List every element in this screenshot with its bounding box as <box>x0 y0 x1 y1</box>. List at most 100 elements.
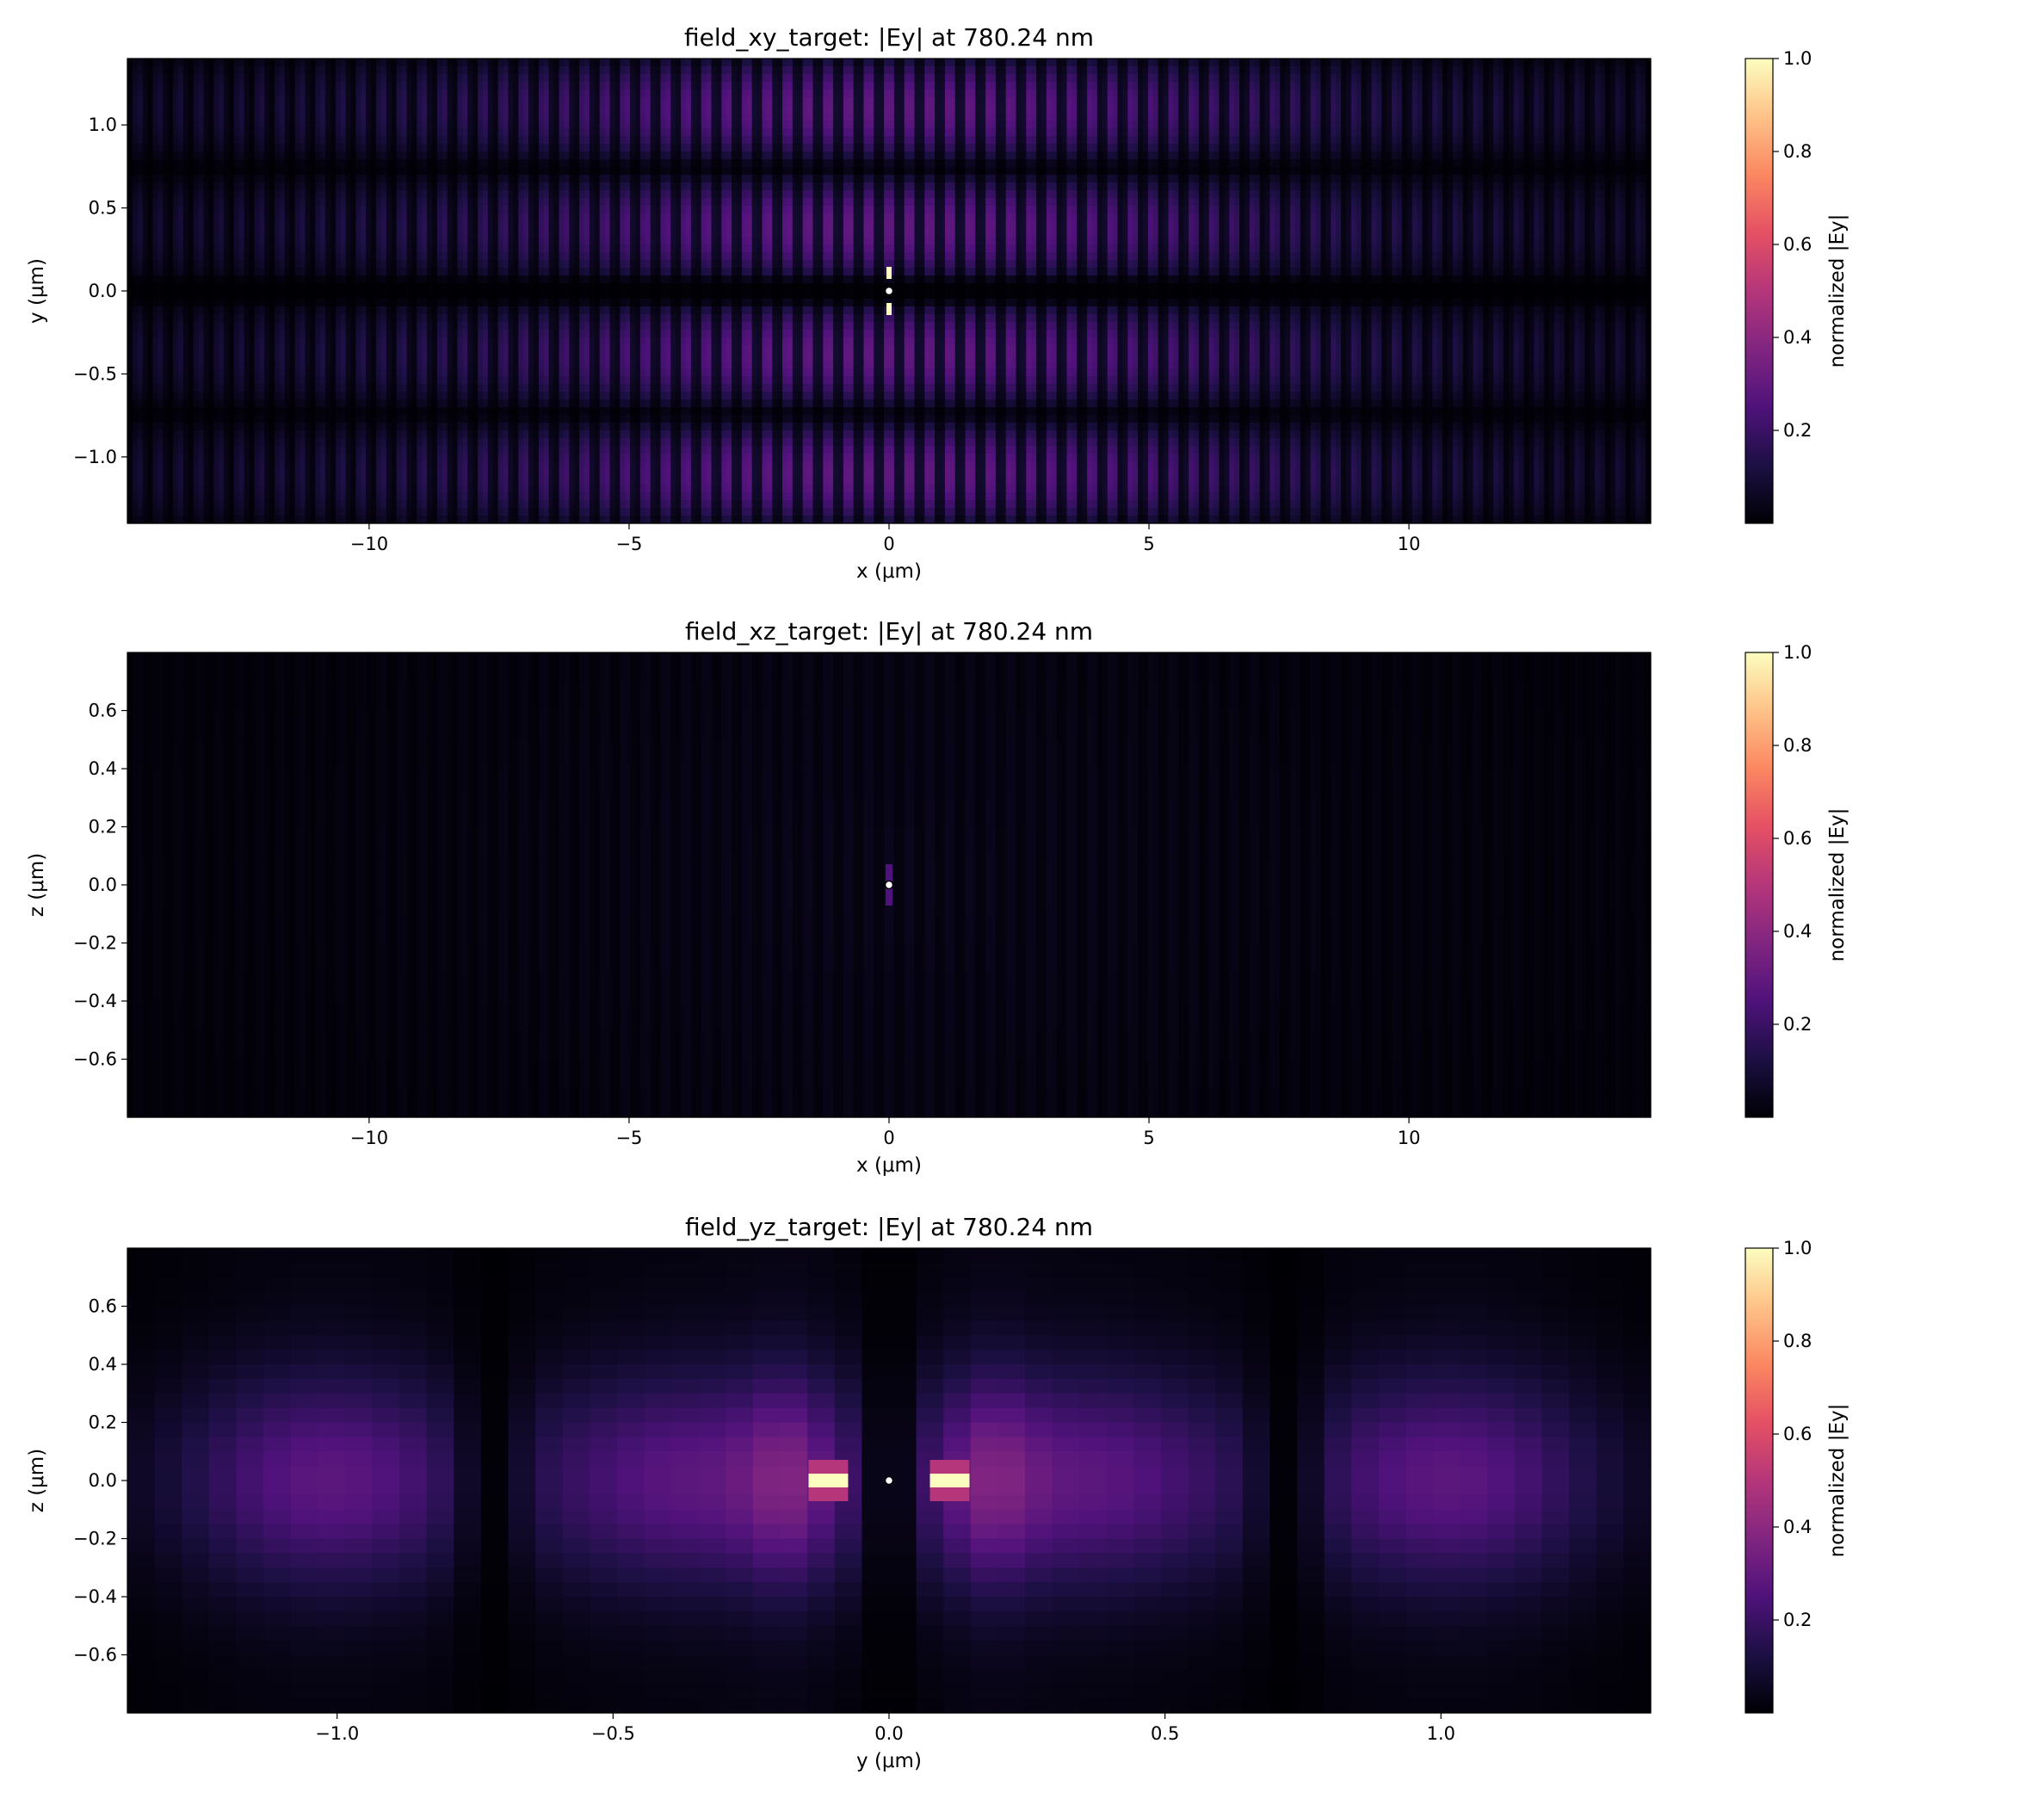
heatmap-cell <box>340 182 347 191</box>
heatmap-cell <box>503 299 509 307</box>
heatmap-cell <box>452 252 459 261</box>
heatmap-cell <box>487 485 494 493</box>
heatmap-cell <box>335 500 342 509</box>
heatmap-cell <box>508 314 514 323</box>
heatmap-cell <box>224 322 230 331</box>
heatmap-cell <box>315 121 321 129</box>
heatmap-cell <box>492 213 499 222</box>
heatmap-cell <box>447 392 454 400</box>
heatmap-cell <box>427 105 433 114</box>
heatmap-cell <box>229 229 235 238</box>
heatmap-cell <box>178 492 184 501</box>
heatmap-cell <box>457 454 463 462</box>
heatmap-cell <box>330 74 337 83</box>
heatmap-cell <box>244 353 250 362</box>
heatmap-cell <box>467 461 473 470</box>
heatmap-cell <box>254 306 260 315</box>
heatmap-cell <box>157 361 164 369</box>
heatmap-cell <box>432 345 438 354</box>
heatmap-cell <box>264 314 270 323</box>
heatmap-cell <box>305 82 311 90</box>
heatmap-cell <box>411 399 417 408</box>
heatmap-cell <box>127 353 133 362</box>
heatmap-cell <box>188 198 195 207</box>
heatmap-cell <box>315 384 321 393</box>
heatmap-cell <box>503 59 509 67</box>
heatmap-cell <box>436 260 443 269</box>
heatmap-cell <box>137 454 144 462</box>
heatmap-cell <box>127 74 133 83</box>
heatmap-cell <box>294 252 301 261</box>
heatmap-cell <box>340 516 347 524</box>
heatmap-cell <box>523 113 529 121</box>
heatmap-cell <box>208 275 214 284</box>
heatmap-cell <box>457 407 463 416</box>
heatmap-cell <box>528 229 534 238</box>
heatmap-cell <box>244 244 250 253</box>
heatmap-cell <box>168 477 174 485</box>
heatmap-cell <box>315 399 321 408</box>
heatmap-cell <box>244 376 250 385</box>
heatmap-cell <box>233 446 240 454</box>
heatmap-cell <box>259 392 265 400</box>
heatmap-cell <box>157 306 164 315</box>
heatmap-cell <box>163 175 169 183</box>
heatmap-cell <box>345 407 352 416</box>
heatmap-cell <box>259 144 265 152</box>
heatmap-cell <box>219 361 225 369</box>
heatmap-cell <box>492 353 499 362</box>
heatmap-cell <box>137 175 144 183</box>
heatmap-cell <box>142 469 149 478</box>
heatmap-cell <box>508 492 514 501</box>
heatmap-cell <box>436 213 443 222</box>
heatmap-cell <box>518 221 524 230</box>
heatmap-cell <box>340 299 347 307</box>
heatmap-cell <box>406 275 412 284</box>
heatmap-cell <box>249 430 256 439</box>
heatmap-cell <box>142 159 149 168</box>
heatmap-cell <box>386 508 392 516</box>
heatmap-cell <box>467 198 473 207</box>
heatmap-cell <box>487 306 494 315</box>
heatmap-cell <box>432 66 438 75</box>
heatmap-cell <box>173 229 179 238</box>
heatmap-cell <box>264 82 270 90</box>
heatmap-cell <box>203 90 209 98</box>
heatmap-cell <box>538 144 545 152</box>
heatmap-cell <box>320 113 326 121</box>
heatmap-cell <box>366 113 372 121</box>
heatmap-cell <box>163 198 169 207</box>
heatmap-cell <box>178 105 184 114</box>
heatmap-cell <box>386 399 392 408</box>
heatmap-cell <box>472 182 479 191</box>
heatmap-cell <box>483 423 489 431</box>
heatmap-cell <box>396 90 403 98</box>
heatmap-cell <box>315 252 321 261</box>
heatmap-cell <box>345 175 352 183</box>
heatmap-cell <box>259 244 265 253</box>
heatmap-cell <box>238 97 245 106</box>
heatmap-cell <box>487 477 494 485</box>
heatmap-cell <box>325 353 331 362</box>
heatmap-cell <box>335 438 342 447</box>
heatmap-cell <box>340 66 347 75</box>
heatmap-cell <box>315 469 321 478</box>
heatmap-cell <box>173 151 179 160</box>
heatmap-cell <box>518 175 524 183</box>
heatmap-cell <box>467 128 473 137</box>
heatmap-cell <box>315 314 321 323</box>
heatmap-cell <box>513 229 519 238</box>
heatmap-cell <box>289 361 296 369</box>
heatmap-cell <box>534 252 540 261</box>
heatmap-cell <box>305 306 311 315</box>
heatmap-cell <box>350 252 357 261</box>
heatmap-cell <box>168 337 174 346</box>
heatmap-cell <box>396 423 403 431</box>
heatmap-cell <box>320 121 326 129</box>
heatmap-cell <box>391 136 398 145</box>
heatmap-cell <box>182 500 189 509</box>
heatmap-cell <box>280 314 286 323</box>
heatmap-cell <box>401 190 408 199</box>
heatmap-cell <box>254 368 260 377</box>
heatmap-cell <box>305 97 311 106</box>
